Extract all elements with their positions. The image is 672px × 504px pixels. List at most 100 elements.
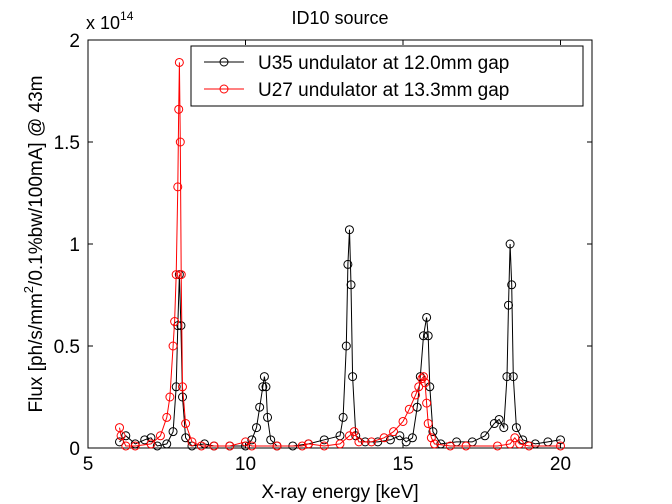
data-point: [174, 104, 184, 114]
data-point: [411, 390, 421, 400]
data-point: [174, 57, 184, 67]
data-point: [272, 441, 282, 451]
y-tick-label: 2: [69, 31, 80, 52]
data-point: [116, 431, 126, 441]
y-label-part-1: Flux [ph/s/mm: [26, 293, 47, 412]
data-point: [121, 441, 131, 451]
y-tick-label: 1.5: [54, 133, 80, 154]
data-point: [404, 404, 414, 414]
data-point: [162, 412, 172, 422]
data-point: [178, 382, 187, 392]
data-point: [168, 341, 178, 351]
data-point: [187, 437, 197, 447]
data-point: [423, 419, 433, 429]
data-point: [428, 427, 438, 437]
data-point: [146, 439, 156, 449]
data-point: [418, 331, 428, 341]
data-point: [343, 259, 353, 269]
data-point: [170, 317, 180, 327]
data-point: [152, 441, 162, 451]
legend-label-u27: U27 undulator at 13.3mm gap: [258, 80, 509, 101]
data-point: [247, 435, 257, 445]
y-label-superscript: 2: [21, 286, 36, 293]
data-point: [354, 437, 364, 447]
plot-area: [87, 39, 593, 449]
data-point: [379, 433, 389, 443]
data-point: [178, 392, 187, 402]
data-point: [556, 441, 565, 451]
data-point: [398, 416, 408, 426]
data-point: [130, 441, 140, 451]
data-point: [556, 435, 565, 445]
data-point: [255, 402, 265, 412]
data-point: [499, 423, 509, 433]
data-point: [266, 435, 276, 445]
y-axis-label: Flux [ph/s/mm2/0.1%bw/100mA] @ 43m: [21, 76, 47, 413]
y-multiplier: x 1014: [86, 9, 134, 33]
data-point: [140, 435, 150, 445]
data-point: [494, 414, 504, 424]
data-point: [171, 270, 181, 280]
data-point: [505, 439, 515, 449]
data-point: [461, 441, 471, 451]
data-point: [121, 431, 131, 441]
data-point: [209, 441, 219, 451]
data-point: [508, 372, 518, 382]
data-point: [175, 137, 185, 147]
data-point: [155, 431, 165, 441]
data-point: [401, 437, 411, 447]
data-point: [430, 439, 439, 449]
series-layer: [115, 57, 565, 451]
x-tick-label: 10: [235, 454, 256, 475]
x-tick-label: 5: [83, 454, 94, 475]
data-point: [261, 382, 271, 392]
data-point: [304, 439, 313, 449]
data-point: [515, 439, 525, 449]
data-point: [407, 433, 417, 443]
data-point: [530, 439, 540, 449]
data-point: [297, 441, 307, 451]
data-point: [493, 441, 502, 451]
data-point: [196, 441, 206, 451]
data-point: [319, 441, 329, 451]
x-tick-label: 15: [392, 454, 413, 475]
legend-box: [190, 45, 584, 107]
data-point: [389, 427, 399, 437]
data-point: [504, 300, 514, 310]
data-point: [423, 331, 433, 341]
series-u27: [115, 57, 565, 451]
data-point: [225, 441, 235, 451]
x-axis-label: X-ray energy [keV]: [261, 482, 418, 503]
data-point: [258, 382, 268, 392]
data-point: [415, 372, 425, 382]
data-point: [420, 378, 430, 388]
legend: U35 undulator at 12.0mm gap U27 undulato…: [190, 45, 584, 107]
data-point: [349, 427, 359, 437]
data-point: [422, 312, 432, 322]
data-point: [346, 280, 356, 290]
data-point: [502, 372, 512, 382]
data-point: [422, 398, 432, 408]
data-point: [445, 441, 455, 451]
data-point: [367, 437, 376, 447]
data-point: [480, 431, 490, 441]
x-tick-label: 20: [550, 454, 571, 475]
data-point: [524, 441, 534, 451]
y-label-part-2: /0.1%bw/100mA] @ 43m: [26, 76, 47, 286]
data-point: [247, 441, 257, 451]
legend-marker-u27: [219, 84, 229, 94]
y-tick-label: 1: [69, 235, 80, 256]
data-point: [171, 382, 181, 392]
data-point: [176, 321, 186, 331]
data-point: [146, 433, 156, 443]
data-point: [259, 372, 269, 382]
chart-title: ID10 source: [291, 8, 388, 28]
data-point: [505, 239, 515, 249]
data-point: [181, 433, 191, 443]
data-point: [165, 392, 175, 402]
data-point: [418, 372, 428, 382]
data-point: [511, 423, 521, 433]
data-point: [176, 270, 186, 280]
data-point: [414, 382, 424, 392]
y-multiplier-exponent: 14: [120, 9, 134, 23]
